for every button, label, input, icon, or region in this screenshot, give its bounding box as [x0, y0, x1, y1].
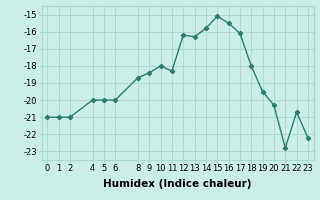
X-axis label: Humidex (Indice chaleur): Humidex (Indice chaleur) [103, 179, 252, 189]
